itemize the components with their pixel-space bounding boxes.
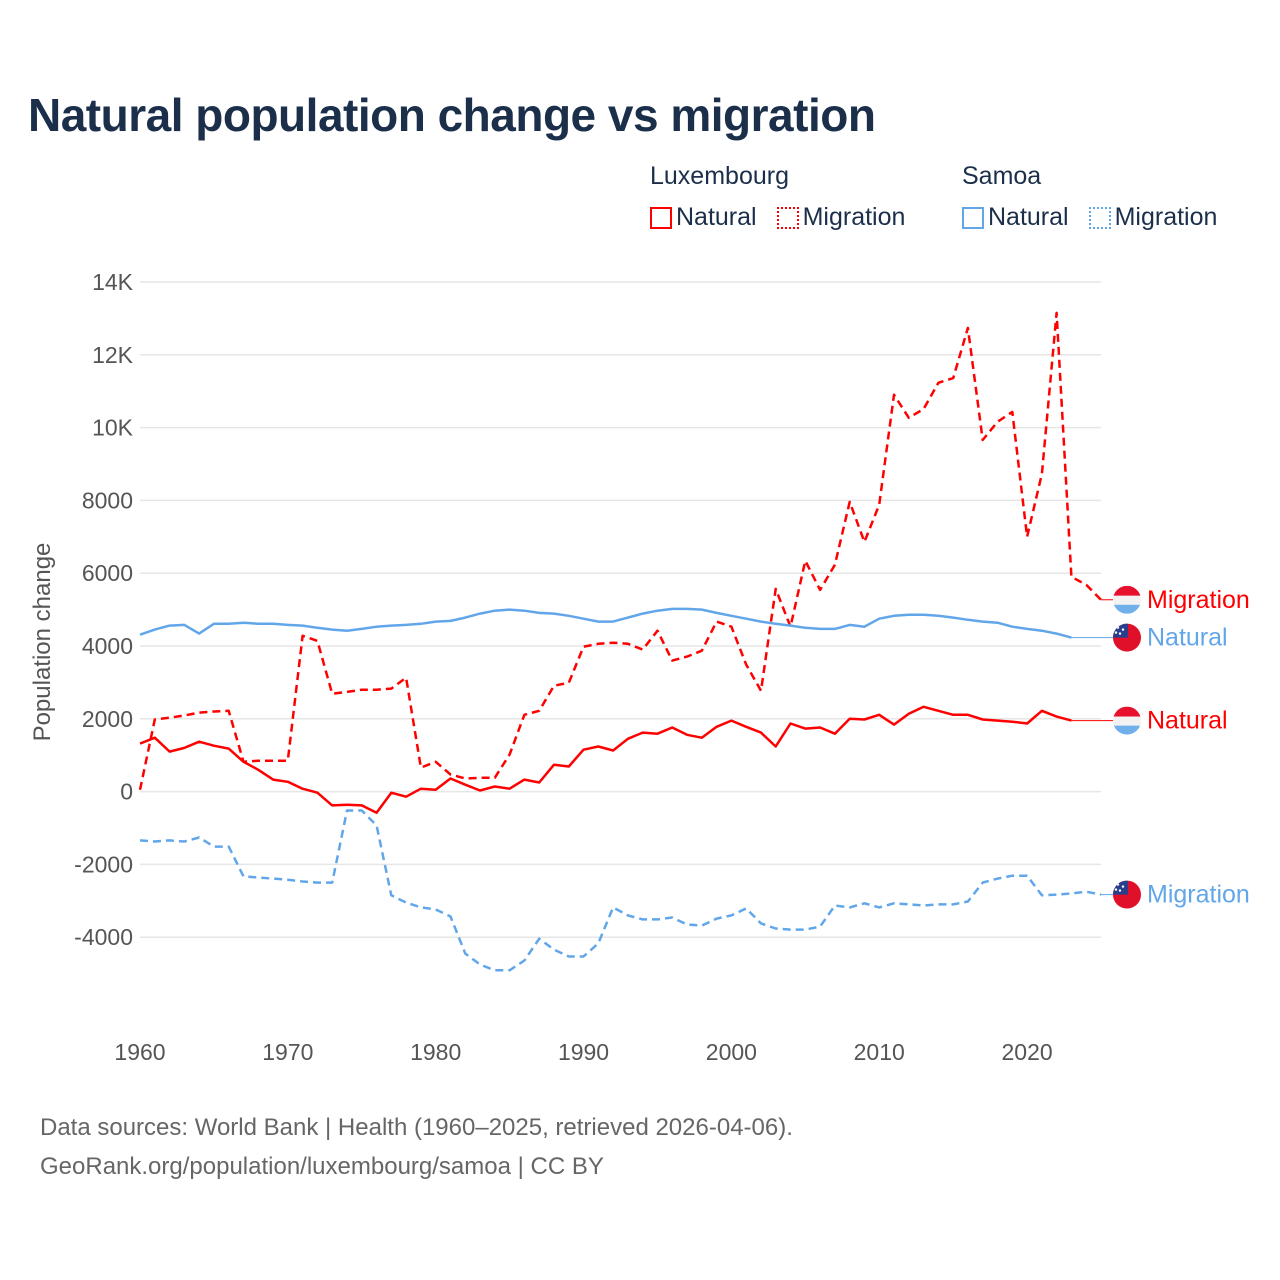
dotted-swatch-icon bbox=[1088, 206, 1111, 229]
legend-item-luxembourg-migration[interactable]: Migration bbox=[776, 203, 906, 232]
x-tick-label: 2020 bbox=[1001, 1039, 1052, 1065]
end-label: Natural bbox=[1147, 707, 1228, 735]
y-tick-label: 2000 bbox=[82, 706, 133, 732]
series-line-samoa-migration bbox=[139, 809, 1102, 972]
end-label: Migration bbox=[1147, 586, 1250, 614]
x-tick-label: 1990 bbox=[558, 1039, 609, 1065]
footer: Data sources: World Bank | Health (1960–… bbox=[40, 1108, 793, 1186]
legend-heading: Samoa bbox=[962, 162, 1042, 190]
samoa-flag-icon bbox=[1113, 880, 1141, 909]
x-tick-label: 1980 bbox=[410, 1039, 461, 1065]
legend-group-samoa: Samoa Natural Migration bbox=[962, 162, 1217, 232]
end-label: Natural bbox=[1147, 624, 1228, 652]
legend-item-samoa-natural[interactable]: Natural bbox=[962, 203, 1069, 232]
series-line-luxembourg-natural bbox=[139, 705, 1072, 814]
y-tick-label: 0 bbox=[120, 779, 133, 805]
data-source-note: Data sources: World Bank | Health (1960–… bbox=[40, 1114, 793, 1141]
legend-item-samoa-migration[interactable]: Migration bbox=[1088, 203, 1218, 232]
series-line-samoa-natural bbox=[139, 607, 1072, 639]
legend-label: Migration bbox=[1114, 203, 1218, 231]
x-tick-label: 1970 bbox=[262, 1039, 313, 1065]
legend-group-luxembourg: Luxembourg Natural Migration bbox=[650, 162, 905, 232]
y-tick-label: 6000 bbox=[82, 560, 133, 586]
legend-item-luxembourg-natural[interactable]: Natural bbox=[650, 203, 757, 232]
y-tick-label: -2000 bbox=[74, 851, 133, 877]
x-tick-label: 2000 bbox=[706, 1039, 757, 1065]
solid-swatch-icon bbox=[962, 206, 984, 229]
y-axis-label: Population change bbox=[29, 543, 56, 742]
legend-label: Natural bbox=[676, 203, 757, 231]
legend-heading: Luxembourg bbox=[650, 162, 789, 190]
series-line-luxembourg-migration bbox=[138, 311, 1102, 791]
solid-swatch-icon bbox=[650, 206, 672, 229]
dotted-swatch-icon bbox=[776, 206, 799, 229]
y-tick-label: -4000 bbox=[74, 924, 133, 950]
y-tick-label: 14K bbox=[92, 269, 134, 295]
x-tick-label: 2010 bbox=[854, 1039, 905, 1065]
y-tick-label: 4000 bbox=[82, 633, 133, 659]
chart-title: Natural population change vs migration bbox=[28, 89, 876, 141]
legend-label: Migration bbox=[802, 203, 906, 231]
y-tick-label: 12K bbox=[92, 342, 134, 368]
luxembourg-flag-icon bbox=[1113, 706, 1141, 735]
legend-label: Natural bbox=[988, 203, 1069, 231]
luxembourg-flag-icon bbox=[1113, 585, 1141, 614]
y-tick-label: 10K bbox=[92, 415, 134, 441]
x-tick-label: 1960 bbox=[114, 1039, 165, 1065]
samoa-flag-icon bbox=[1113, 623, 1141, 652]
attribution-link[interactable]: GeoRank.org/population/luxembourg/samoa … bbox=[40, 1153, 604, 1180]
y-tick-label: 8000 bbox=[82, 487, 133, 513]
end-label: Migration bbox=[1147, 881, 1250, 909]
